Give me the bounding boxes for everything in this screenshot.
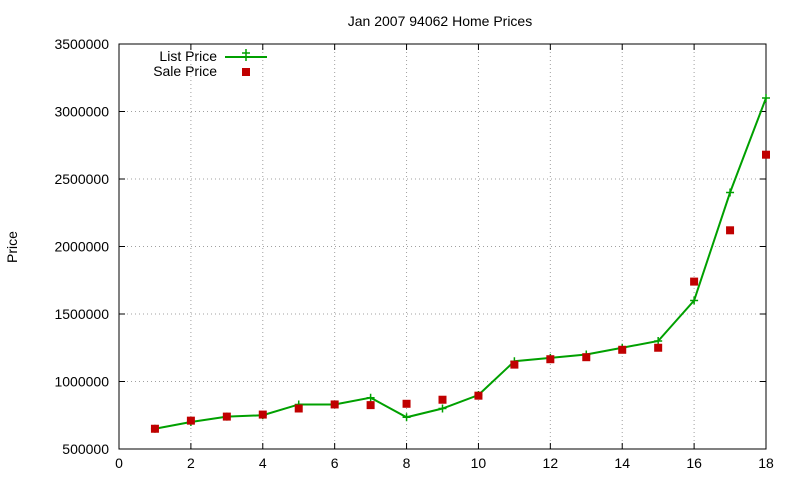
sale-price-point	[402, 399, 411, 408]
chart-title: Jan 2007 94062 Home Prices	[348, 13, 532, 29]
y-tick-label: 3000000	[54, 104, 109, 120]
sale-price-point	[186, 416, 195, 425]
axis-ticks: 0 2 4 6 8 10 12 14 16 18 500000 1000000 1500000 20000…	[54, 36, 774, 471]
list-price-line	[154, 97, 767, 430]
legend: List Price Sale Price	[153, 48, 267, 79]
y-tick-label: 1000000	[54, 374, 109, 390]
sale-price-point	[690, 277, 699, 286]
sale-price-point	[474, 391, 483, 400]
list-price-point	[402, 413, 411, 422]
sale-price-point	[618, 345, 627, 354]
sale-price-point	[330, 400, 339, 409]
y-tick-label: 2500000	[54, 171, 109, 187]
sale-price-point	[150, 424, 159, 433]
x-tick-label: 14	[614, 455, 630, 471]
sale-price-point	[258, 410, 267, 419]
y-axis-label: Price	[4, 231, 20, 263]
sale-price-point	[762, 150, 770, 159]
x-tick-label: 2	[187, 455, 195, 471]
list-price-point	[438, 404, 447, 413]
sale-price-point	[222, 412, 231, 421]
x-tick-label: 16	[686, 455, 702, 471]
sale-price-point	[546, 355, 555, 364]
x-tick-label: 10	[471, 455, 487, 471]
sale-price-point	[510, 360, 519, 369]
x-tick-label: 8	[403, 455, 411, 471]
legend-marker-sale-price	[242, 68, 250, 76]
sale-price-point	[582, 353, 591, 362]
x-tick-label: 18	[758, 455, 774, 471]
series	[150, 94, 770, 433]
list-price-point	[726, 188, 735, 197]
sale-price-point	[294, 404, 303, 413]
list-price-point	[366, 393, 375, 402]
y-tick-label: 500000	[62, 441, 109, 457]
y-tick-label: 2000000	[54, 239, 109, 255]
y-tick-label: 1500000	[54, 306, 109, 322]
sale-price-point	[726, 226, 735, 235]
list-price-point	[762, 94, 770, 102]
x-tick-label: 6	[331, 455, 339, 471]
grid	[119, 44, 766, 449]
sale-price-point	[438, 395, 447, 404]
x-tick-label: 4	[259, 455, 267, 471]
list-price-point	[654, 337, 663, 345]
x-tick-label: 0	[115, 455, 123, 471]
sale-price-point	[654, 343, 663, 352]
plot-frame	[118, 43, 767, 450]
sale-price-point	[366, 401, 375, 410]
legend-marker-list-price	[242, 49, 250, 61]
legend-label-list-price: List Price	[159, 48, 217, 64]
x-tick-label: 12	[543, 455, 559, 471]
y-tick-label: 3500000	[54, 36, 109, 52]
legend-label-sale-price: Sale Price	[153, 63, 217, 79]
list-price-point	[690, 296, 699, 305]
